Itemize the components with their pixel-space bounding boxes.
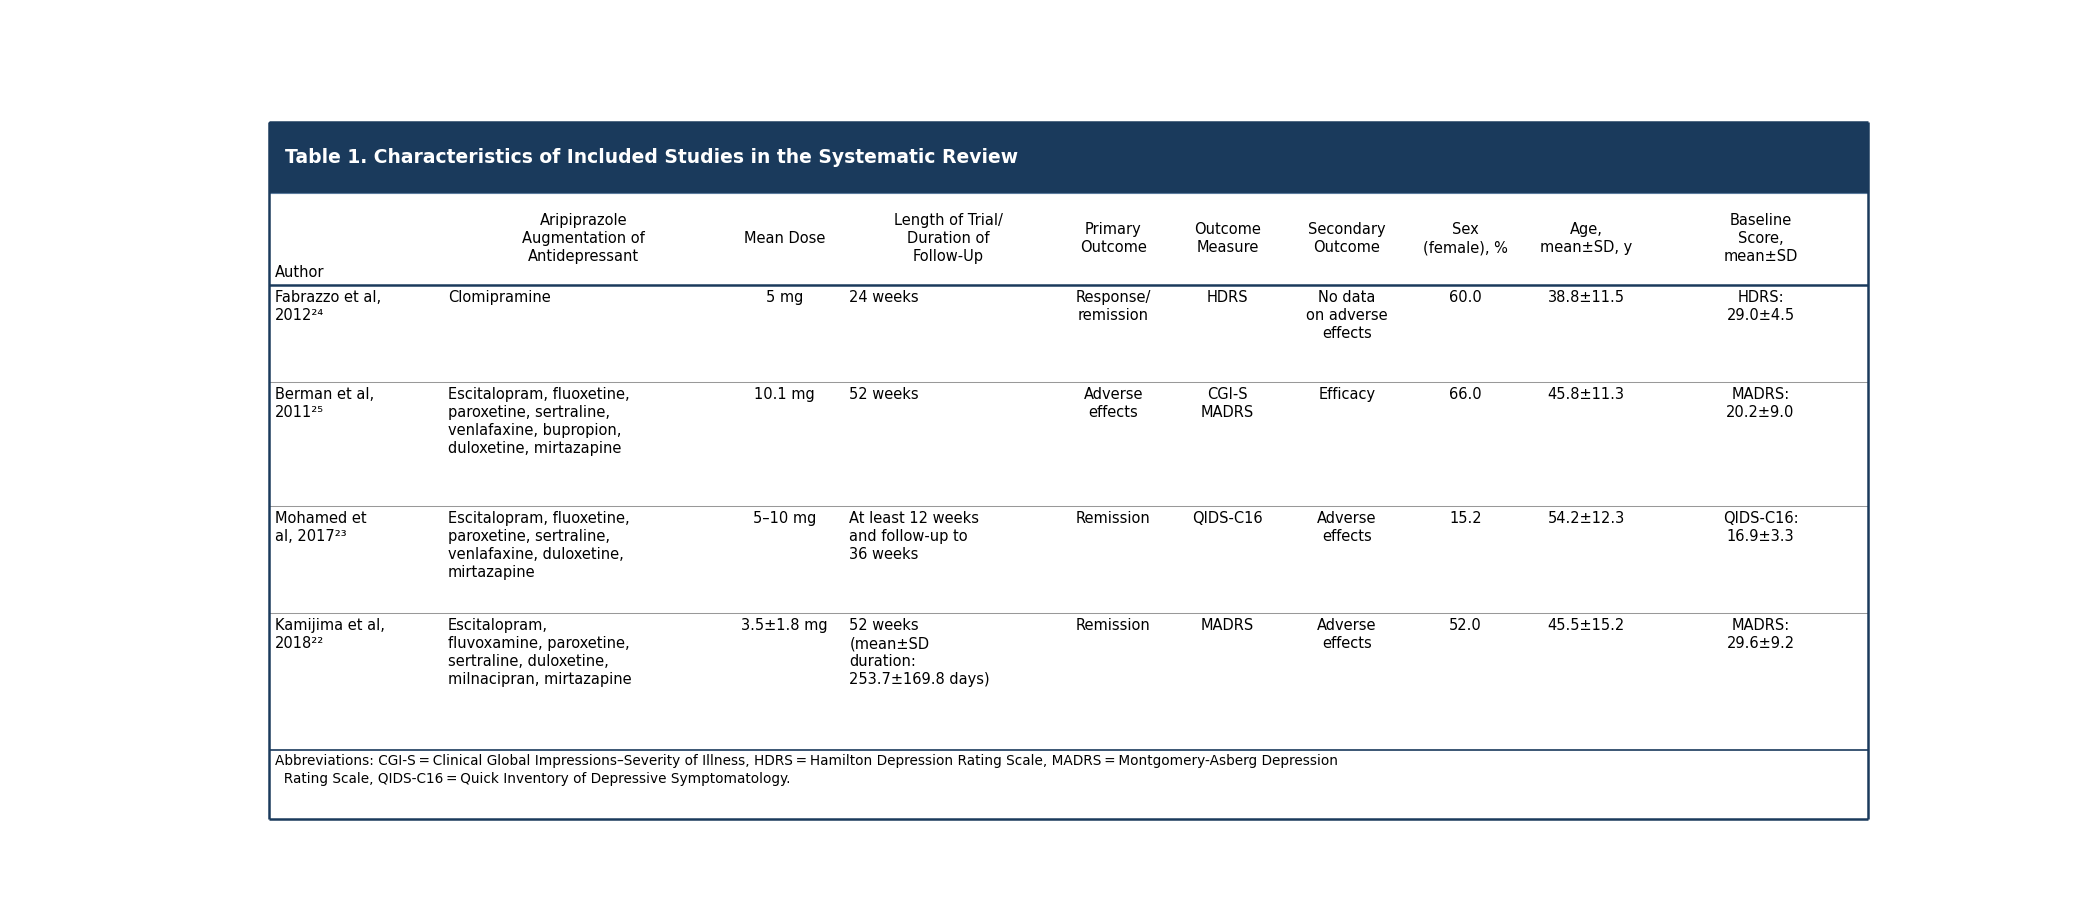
Text: Secondary
Outcome: Secondary Outcome bbox=[1307, 223, 1387, 255]
Text: 5–10 mg: 5–10 mg bbox=[753, 511, 817, 526]
Text: Age,
mean±SD, y: Age, mean±SD, y bbox=[1541, 223, 1633, 255]
Text: HDRS: HDRS bbox=[1207, 290, 1249, 305]
Text: Adverse
effects: Adverse effects bbox=[1084, 387, 1143, 420]
Text: Adverse
effects: Adverse effects bbox=[1318, 618, 1376, 651]
Bar bbox=[269, 122, 1868, 193]
Text: 45.8±11.3: 45.8±11.3 bbox=[1547, 387, 1624, 402]
Text: 52.0: 52.0 bbox=[1449, 618, 1482, 634]
Text: Remission: Remission bbox=[1076, 618, 1151, 634]
Text: Sex
(female), %: Sex (female), % bbox=[1422, 223, 1507, 255]
Text: CGI-S
MADRS: CGI-S MADRS bbox=[1201, 387, 1255, 420]
Text: MADRS:
29.6±9.2: MADRS: 29.6±9.2 bbox=[1726, 618, 1795, 651]
Text: Remission: Remission bbox=[1076, 511, 1151, 526]
Text: 52 weeks: 52 weeks bbox=[849, 387, 919, 402]
Text: QIDS-C16:
16.9±3.3: QIDS-C16: 16.9±3.3 bbox=[1722, 511, 1797, 544]
Text: 24 weeks: 24 weeks bbox=[849, 290, 919, 305]
Text: Table 1. Characteristics of Included Studies in the Systematic Review: Table 1. Characteristics of Included Stu… bbox=[286, 148, 1017, 166]
Text: Mohamed et
al, 2017²³: Mohamed et al, 2017²³ bbox=[275, 511, 367, 544]
Text: Outcome
Measure: Outcome Measure bbox=[1195, 223, 1261, 255]
Text: 45.5±15.2: 45.5±15.2 bbox=[1547, 618, 1624, 634]
Text: Mean Dose: Mean Dose bbox=[744, 231, 826, 247]
Text: Clomipramine: Clomipramine bbox=[448, 290, 550, 305]
Text: QIDS-C16: QIDS-C16 bbox=[1193, 511, 1264, 526]
Text: Escitalopram,
fluvoxamine, paroxetine,
sertraline, duloxetine,
milnacipran, mirt: Escitalopram, fluvoxamine, paroxetine, s… bbox=[448, 618, 632, 687]
Text: 52 weeks
(mean±SD
duration:
253.7±169.8 days): 52 weeks (mean±SD duration: 253.7±169.8 … bbox=[849, 618, 990, 687]
Text: MADRS:
20.2±9.0: MADRS: 20.2±9.0 bbox=[1726, 387, 1795, 420]
Text: No data
on adverse
effects: No data on adverse effects bbox=[1305, 290, 1389, 341]
Text: 15.2: 15.2 bbox=[1449, 511, 1482, 526]
Text: 66.0: 66.0 bbox=[1449, 387, 1482, 402]
Text: Aripiprazole
Augmentation of
Antidepressant: Aripiprazole Augmentation of Antidepress… bbox=[523, 213, 644, 264]
Text: Fabrazzo et al,
2012²⁴: Fabrazzo et al, 2012²⁴ bbox=[275, 290, 382, 322]
Text: Efficacy: Efficacy bbox=[1318, 387, 1376, 402]
Text: 3.5±1.8 mg: 3.5±1.8 mg bbox=[742, 618, 828, 634]
Text: Baseline
Score,
mean±SD: Baseline Score, mean±SD bbox=[1722, 213, 1797, 264]
Text: 38.8±11.5: 38.8±11.5 bbox=[1547, 290, 1624, 305]
Text: 5 mg: 5 mg bbox=[765, 290, 803, 305]
Text: Abbreviations: CGI-S = Clinical Global Impressions–Severity of Illness, HDRS = H: Abbreviations: CGI-S = Clinical Global I… bbox=[275, 754, 1339, 786]
Text: Response/
remission: Response/ remission bbox=[1076, 290, 1151, 322]
Text: Escitalopram, fluoxetine,
paroxetine, sertraline,
venlafaxine, bupropion,
duloxe: Escitalopram, fluoxetine, paroxetine, se… bbox=[448, 387, 630, 456]
Text: Escitalopram, fluoxetine,
paroxetine, sertraline,
venlafaxine, duloxetine,
mirta: Escitalopram, fluoxetine, paroxetine, se… bbox=[448, 511, 630, 580]
Text: HDRS:
29.0±4.5: HDRS: 29.0±4.5 bbox=[1726, 290, 1795, 322]
Text: Length of Trial/
Duration of
Follow-Up: Length of Trial/ Duration of Follow-Up bbox=[894, 213, 1003, 264]
Text: MADRS: MADRS bbox=[1201, 618, 1255, 634]
Text: Primary
Outcome: Primary Outcome bbox=[1080, 223, 1147, 255]
Text: 60.0: 60.0 bbox=[1449, 290, 1482, 305]
Text: 10.1 mg: 10.1 mg bbox=[755, 387, 815, 402]
Text: Berman et al,
2011²⁵: Berman et al, 2011²⁵ bbox=[275, 387, 375, 420]
Text: Author: Author bbox=[275, 265, 325, 281]
Text: At least 12 weeks
and follow-up to
36 weeks: At least 12 weeks and follow-up to 36 we… bbox=[849, 511, 980, 562]
Text: Adverse
effects: Adverse effects bbox=[1318, 511, 1376, 544]
Text: 54.2±12.3: 54.2±12.3 bbox=[1547, 511, 1624, 526]
Text: Kamijima et al,
2018²²: Kamijima et al, 2018²² bbox=[275, 618, 386, 651]
